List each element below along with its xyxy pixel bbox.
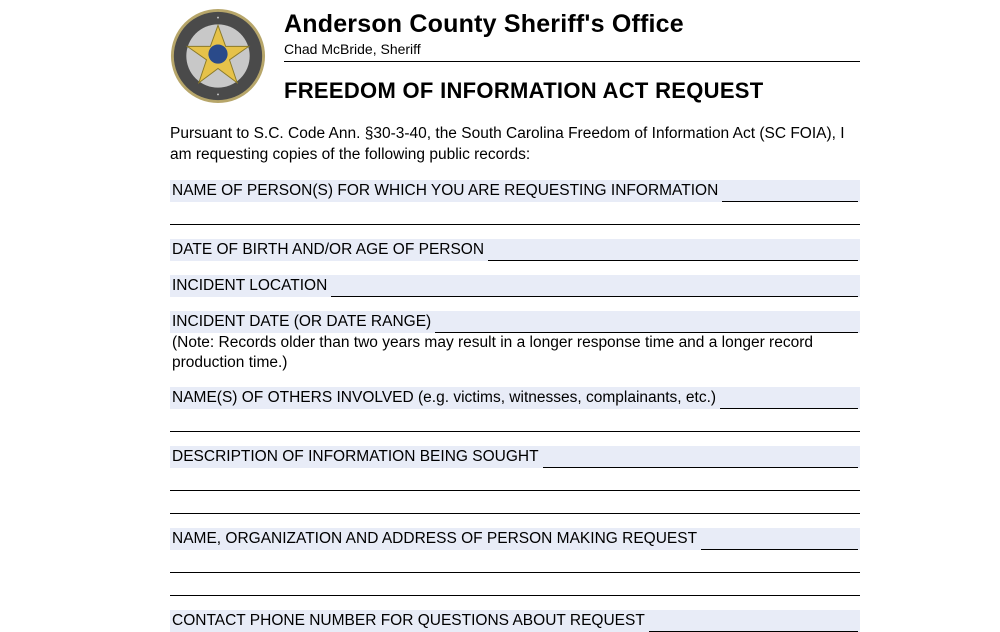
blank-input[interactable] [170, 550, 860, 573]
county-seal-icon [170, 8, 266, 109]
form-title: FREEDOM OF INFORMATION ACT REQUEST [284, 78, 860, 104]
intro-paragraph: Pursuant to S.C. Code Ann. §30-3-40, the… [170, 124, 860, 166]
field-dob: DATE OF BIRTH AND/OR AGE OF PERSON [170, 239, 860, 261]
blank-input[interactable] [435, 315, 858, 332]
field-row: NAME, ORGANIZATION AND ADDRESS OF PERSON… [170, 528, 860, 550]
blank-input[interactable] [170, 409, 860, 432]
field-row: NAME(S) OF OTHERS INVOLVED (e.g. victims… [170, 387, 860, 409]
field-label: INCIDENT DATE (OR DATE RANGE) [172, 312, 435, 333]
blank-input[interactable] [701, 532, 858, 549]
field-label: NAME(S) OF OTHERS INVOLVED (e.g. victims… [172, 388, 720, 409]
field-row: CONTACT PHONE NUMBER FOR QUESTIONS ABOUT… [170, 610, 860, 632]
blank-input[interactable] [331, 279, 858, 296]
field-label: NAME OF PERSON(S) FOR WHICH YOU ARE REQU… [172, 181, 722, 202]
incident-date-note: (Note: Records older than two years may … [170, 333, 860, 373]
blank-input[interactable] [170, 573, 860, 596]
foia-form-page: Anderson County Sheriff's Office Chad Mc… [0, 0, 1000, 632]
blank-input[interactable] [170, 468, 860, 491]
field-description: DESCRIPTION OF INFORMATION BEING SOUGHT [170, 446, 860, 514]
blank-input[interactable] [722, 185, 858, 202]
blank-input[interactable] [720, 391, 858, 408]
header: Anderson County Sheriff's Office Chad Mc… [170, 8, 860, 118]
field-incident-date: INCIDENT DATE (OR DATE RANGE) (Note: Rec… [170, 311, 860, 373]
field-row: DATE OF BIRTH AND/OR AGE OF PERSON [170, 239, 860, 261]
blank-input[interactable] [649, 614, 858, 631]
field-row: DESCRIPTION OF INFORMATION BEING SOUGHT [170, 446, 860, 468]
field-contact-phone: CONTACT PHONE NUMBER FOR QUESTIONS ABOUT… [170, 610, 860, 632]
field-label: DATE OF BIRTH AND/OR AGE OF PERSON [172, 240, 488, 261]
field-label: CONTACT PHONE NUMBER FOR QUESTIONS ABOUT… [172, 611, 649, 632]
field-requester: NAME, ORGANIZATION AND ADDRESS OF PERSON… [170, 528, 860, 596]
field-row: INCIDENT LOCATION [170, 275, 860, 297]
blank-input[interactable] [488, 243, 858, 260]
blank-input[interactable] [543, 450, 858, 467]
header-text: Anderson County Sheriff's Office Chad Mc… [284, 8, 860, 118]
field-name-person: NAME OF PERSON(S) FOR WHICH YOU ARE REQU… [170, 180, 860, 225]
header-rule [284, 61, 860, 62]
blank-input[interactable] [170, 202, 860, 225]
field-others-involved: NAME(S) OF OTHERS INVOLVED (e.g. victims… [170, 387, 860, 432]
blank-input[interactable] [170, 491, 860, 514]
field-row: INCIDENT DATE (OR DATE RANGE) [170, 311, 860, 333]
field-label: INCIDENT LOCATION [172, 276, 331, 297]
field-row: NAME OF PERSON(S) FOR WHICH YOU ARE REQU… [170, 180, 860, 202]
org-name: Anderson County Sheriff's Office [284, 10, 860, 39]
field-label: NAME, ORGANIZATION AND ADDRESS OF PERSON… [172, 529, 701, 550]
field-label: DESCRIPTION OF INFORMATION BEING SOUGHT [172, 447, 543, 468]
field-incident-location: INCIDENT LOCATION [170, 275, 860, 297]
sheriff-name: Chad McBride, Sheriff [284, 41, 860, 57]
form-body: Pursuant to S.C. Code Ann. §30-3-40, the… [170, 124, 860, 632]
